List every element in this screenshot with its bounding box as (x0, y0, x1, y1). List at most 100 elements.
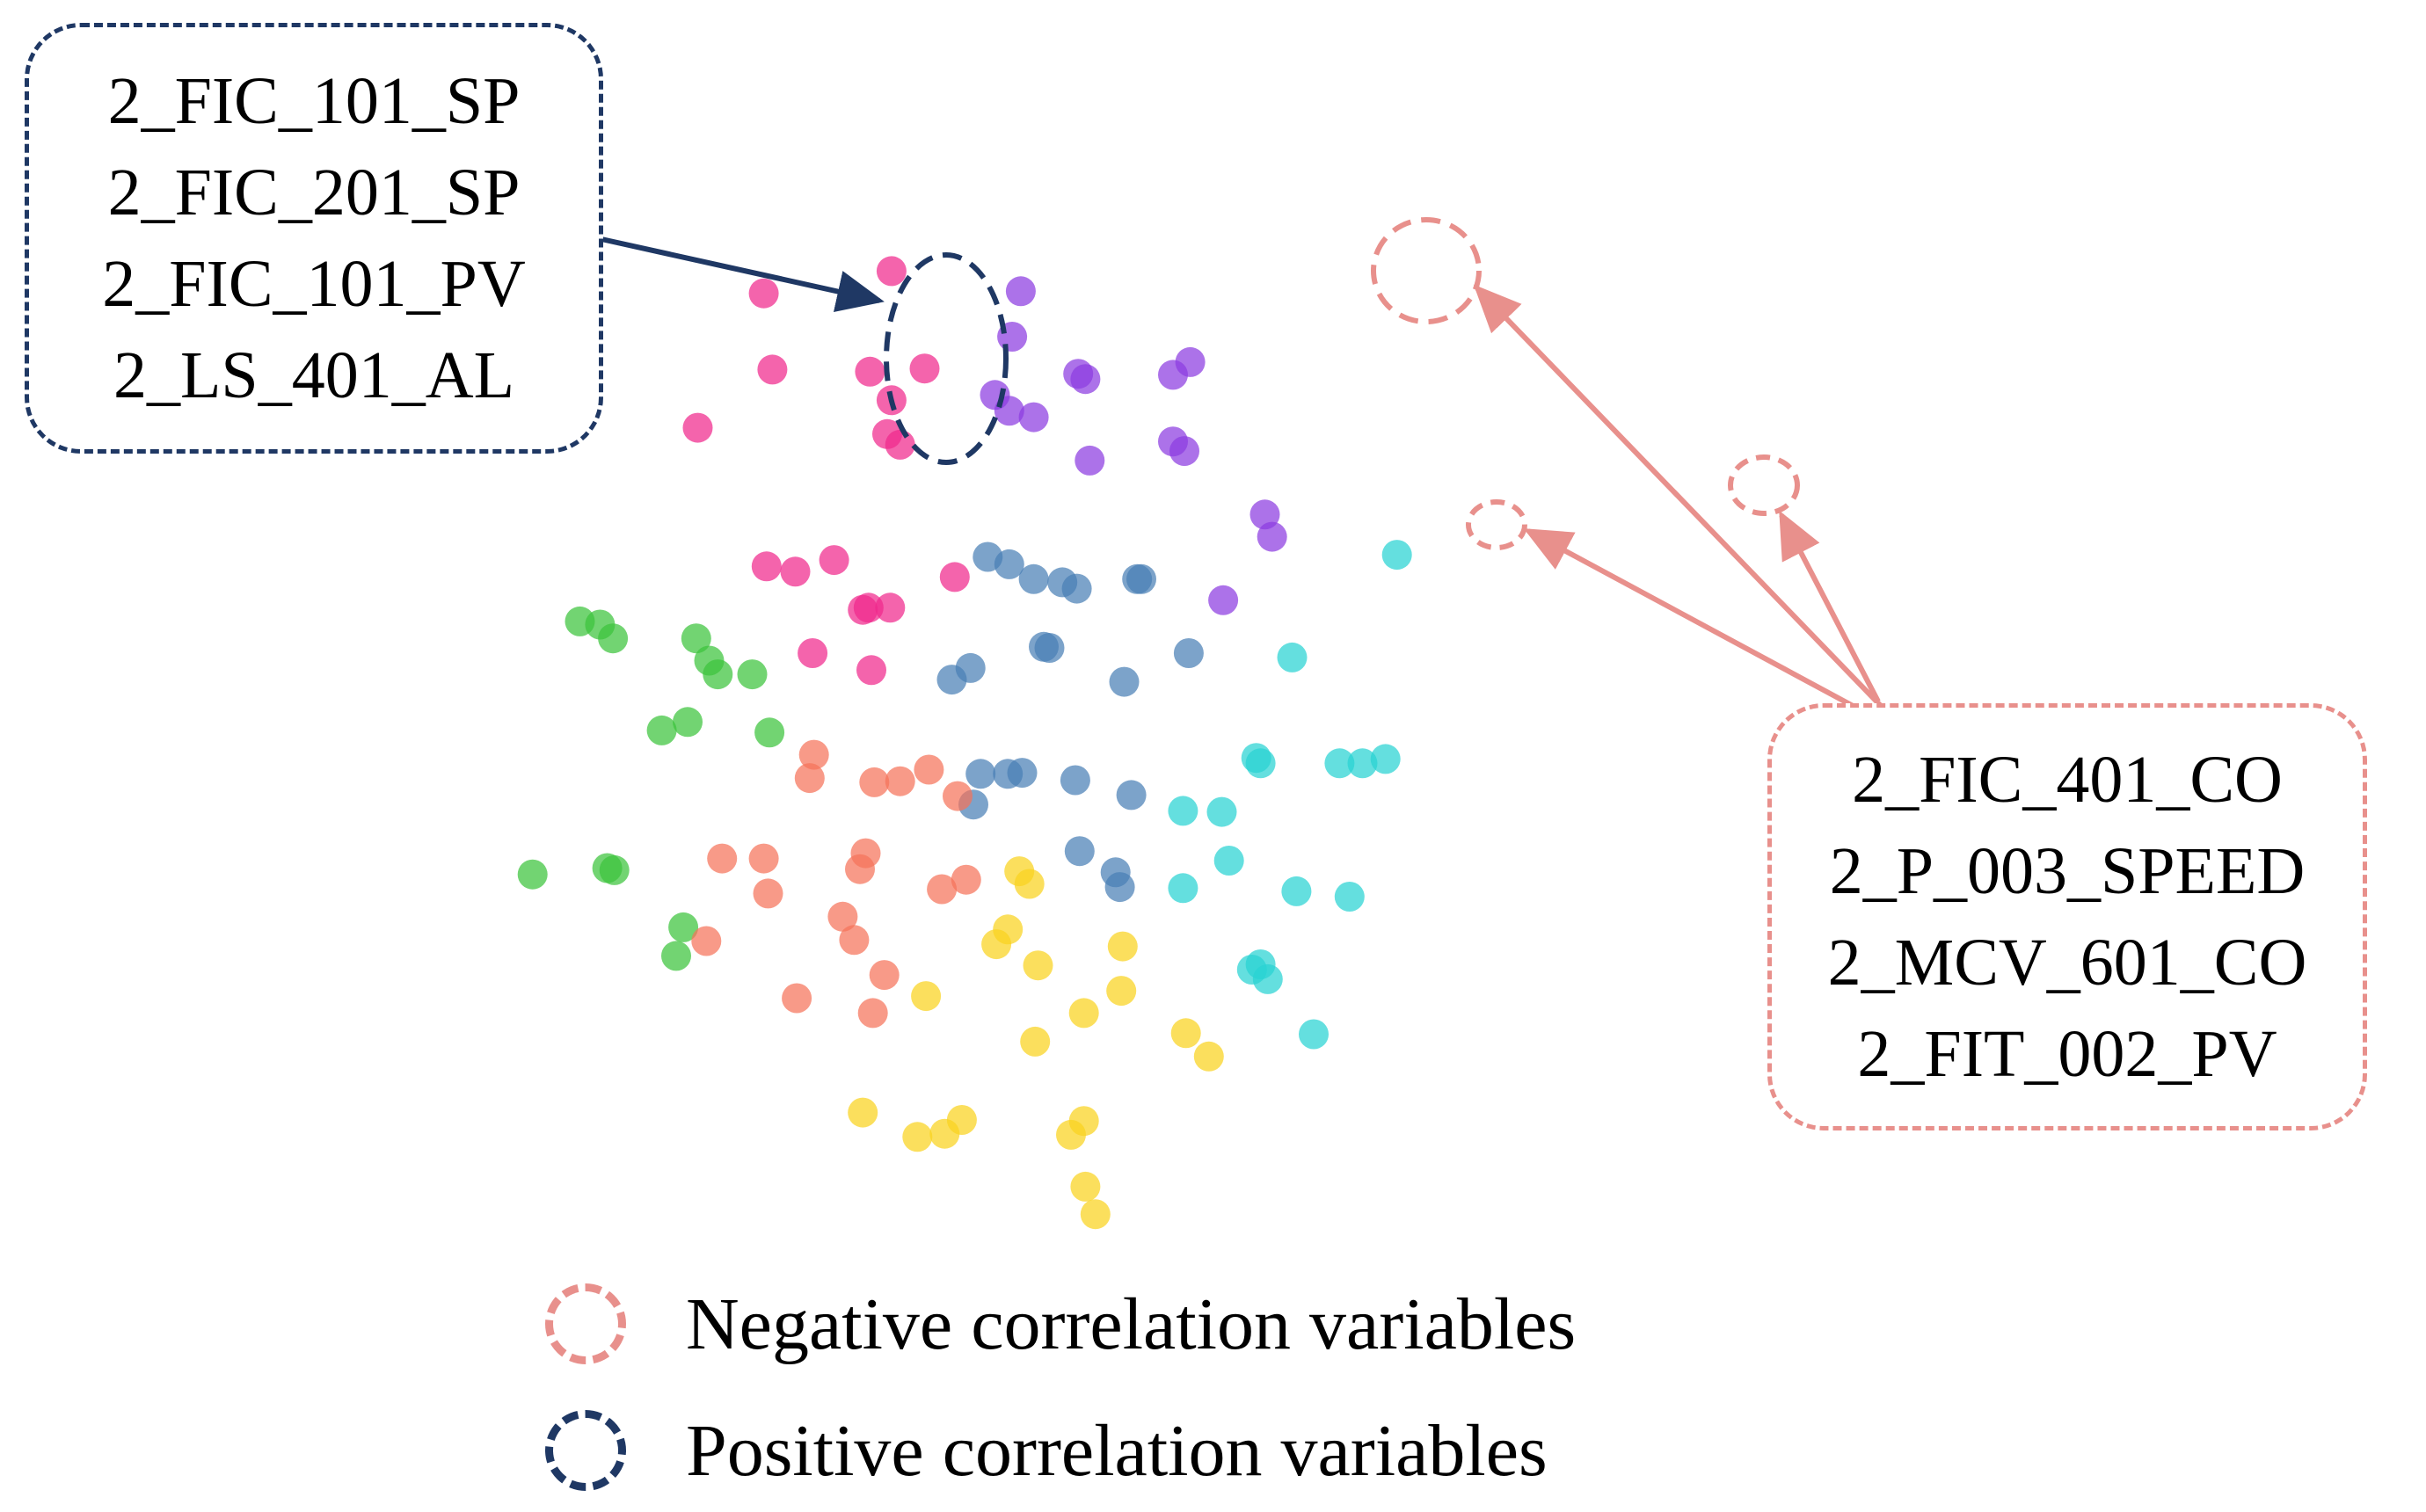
scatter-point (782, 983, 812, 1014)
scatter-point (1213, 846, 1244, 876)
scatter-point (1299, 1019, 1329, 1050)
negative-arrow-to-purple-pair (1473, 284, 1883, 708)
positive-variables-box: 2_FIC_101_SP 2_FIC_201_SP 2_FIC_101_PV 2… (25, 23, 603, 454)
negative-correlation-ellipse-cyan (1728, 454, 1800, 516)
scatter-point (748, 278, 779, 309)
scatter-point (1080, 1199, 1111, 1230)
scatter-point (646, 715, 677, 745)
scatter-point (1060, 765, 1090, 796)
scatter-point (855, 356, 885, 387)
scatter-point (599, 854, 630, 885)
scatter-point (1168, 873, 1198, 904)
scatter-point (1381, 540, 1412, 571)
scatter-point (661, 941, 691, 971)
scatter-point (1168, 796, 1198, 826)
scatter-point (1034, 633, 1065, 663)
points-layer (517, 256, 1412, 1230)
scatter-point (757, 354, 788, 385)
overlay-layer (601, 217, 1883, 716)
scatter-point (1277, 642, 1308, 672)
legend-label-positive: Positive correlation variables (686, 1409, 1548, 1492)
scatter-point (939, 562, 970, 592)
negative-arrow-to-purple-single (1523, 528, 1869, 716)
scatter-point (1020, 1026, 1051, 1057)
series-yellow-cluster (848, 856, 1224, 1230)
scatter-point (875, 592, 906, 623)
negative-variable-label: 2_FIC_401_CO (1852, 743, 2283, 817)
negative-variable-label: 2_FIT_002_PV (1857, 1017, 2277, 1091)
negative-variable-label: 2_P_003_SPEED (1829, 834, 2306, 908)
scatter-point (737, 659, 768, 690)
scatter-point (1107, 931, 1138, 962)
scatter-point (914, 754, 944, 785)
scatter-point (1169, 436, 1199, 467)
scatter-point (754, 717, 785, 748)
scatter-point (1070, 1171, 1101, 1202)
scatter-point (673, 707, 703, 738)
negative-variable-label: 2_MCV_601_CO (1827, 926, 2307, 1000)
scatter-point (1170, 1018, 1201, 1049)
scatter-point (1126, 563, 1156, 594)
scatter-point (798, 638, 828, 668)
scatter-point (1023, 950, 1053, 981)
negative-correlation-ellipse-purple-single (1466, 499, 1527, 550)
scatter-point (848, 594, 878, 625)
scatter-point (951, 864, 981, 895)
legend-entry-positive: Positive correlation variables (536, 1398, 1767, 1503)
scatter-point (751, 551, 782, 582)
scatter-point (1104, 872, 1135, 903)
scatter-point (845, 854, 875, 884)
scatter-point (1245, 748, 1276, 779)
scatter-point (1064, 836, 1095, 867)
scatter-point (517, 859, 548, 890)
scatter-point (753, 878, 783, 909)
scatter-point (1056, 1119, 1086, 1150)
negative-variables-box: 2_FIC_401_CO 2_P_003_SPEED 2_MCV_601_CO … (1767, 703, 2367, 1130)
scatter-point (857, 998, 888, 1029)
series-green-cluster (517, 606, 785, 971)
scatter-point (909, 353, 940, 384)
scatter-point (1281, 876, 1312, 906)
scatter-point (885, 766, 915, 796)
scatter-point (876, 256, 907, 287)
scatter-point (748, 843, 779, 874)
scatter-point (1061, 573, 1092, 604)
positive-arrow (601, 236, 885, 313)
scatter-point (929, 1118, 960, 1149)
scatter-point (794, 763, 825, 794)
scatter-point (668, 912, 699, 942)
negative-arrow-to-cyan (1779, 510, 1881, 703)
positive-variable-label: 2_FIC_101_PV (102, 247, 526, 321)
scatter-point (936, 665, 967, 695)
scatter-point (1116, 780, 1147, 811)
scatter-point (682, 412, 713, 443)
scatter-point (911, 981, 942, 1012)
scatter-point (1005, 276, 1036, 307)
scatter-point (943, 781, 973, 811)
scatter-point (902, 1122, 933, 1152)
positive-variable-label: 2_FIC_101_SP (107, 64, 521, 138)
scatter-point (1324, 748, 1355, 779)
scatter-point (703, 659, 733, 690)
positive-dashed-circle-icon (545, 1410, 626, 1491)
scatter-point (848, 1097, 878, 1128)
series-purple-cluster (980, 276, 1287, 615)
series-cyan-cluster (1168, 540, 1412, 1050)
scatter-point (1173, 638, 1204, 668)
legend-label-negative: Negative correlation variables (686, 1283, 1577, 1365)
scatter-point (1018, 402, 1049, 433)
scatter-point (780, 556, 811, 587)
scatter-point (1070, 364, 1101, 395)
scatter-point (1370, 744, 1401, 774)
negative-correlation-ellipse-purple-pair (1371, 217, 1482, 324)
scatter-point (1007, 758, 1038, 789)
scatter-point (819, 545, 849, 576)
series-orange-cluster (691, 739, 981, 1029)
scatter-point (885, 429, 915, 460)
scatter-point (856, 655, 886, 686)
scatter-point (827, 901, 858, 932)
scatter-point (1106, 976, 1137, 1007)
scatter-point (691, 926, 722, 956)
scatter-point (1014, 869, 1045, 899)
